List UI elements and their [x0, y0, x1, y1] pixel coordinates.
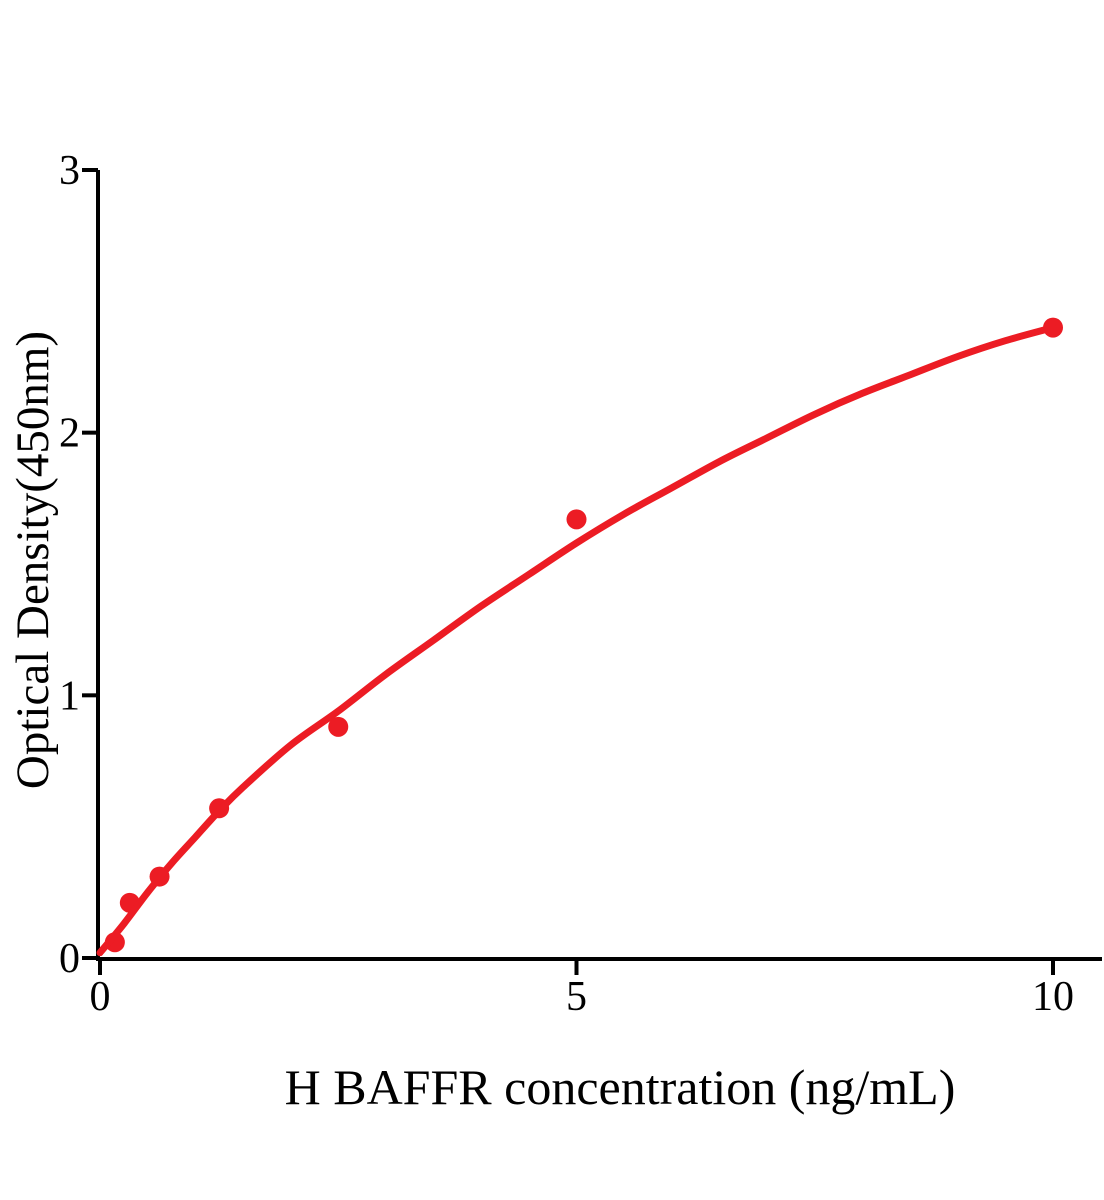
- fitted-curve: [96, 324, 1057, 957]
- y-axis-title: Optical Density(450nm): [7, 330, 59, 790]
- y-tick-label: 0: [59, 936, 80, 982]
- x-axis-title: H BAFFR concentration (ng/mL): [284, 1059, 956, 1115]
- x-tick-label: 10: [1032, 974, 1074, 1020]
- data-point: [566, 509, 587, 530]
- data-point: [328, 716, 349, 737]
- y-tick-label: 1: [59, 673, 80, 719]
- x-tick-label: 5: [566, 974, 587, 1020]
- y-tick-label: 3: [59, 148, 80, 194]
- y-tick-label: 2: [59, 411, 80, 457]
- x-tick-label: 0: [90, 974, 111, 1020]
